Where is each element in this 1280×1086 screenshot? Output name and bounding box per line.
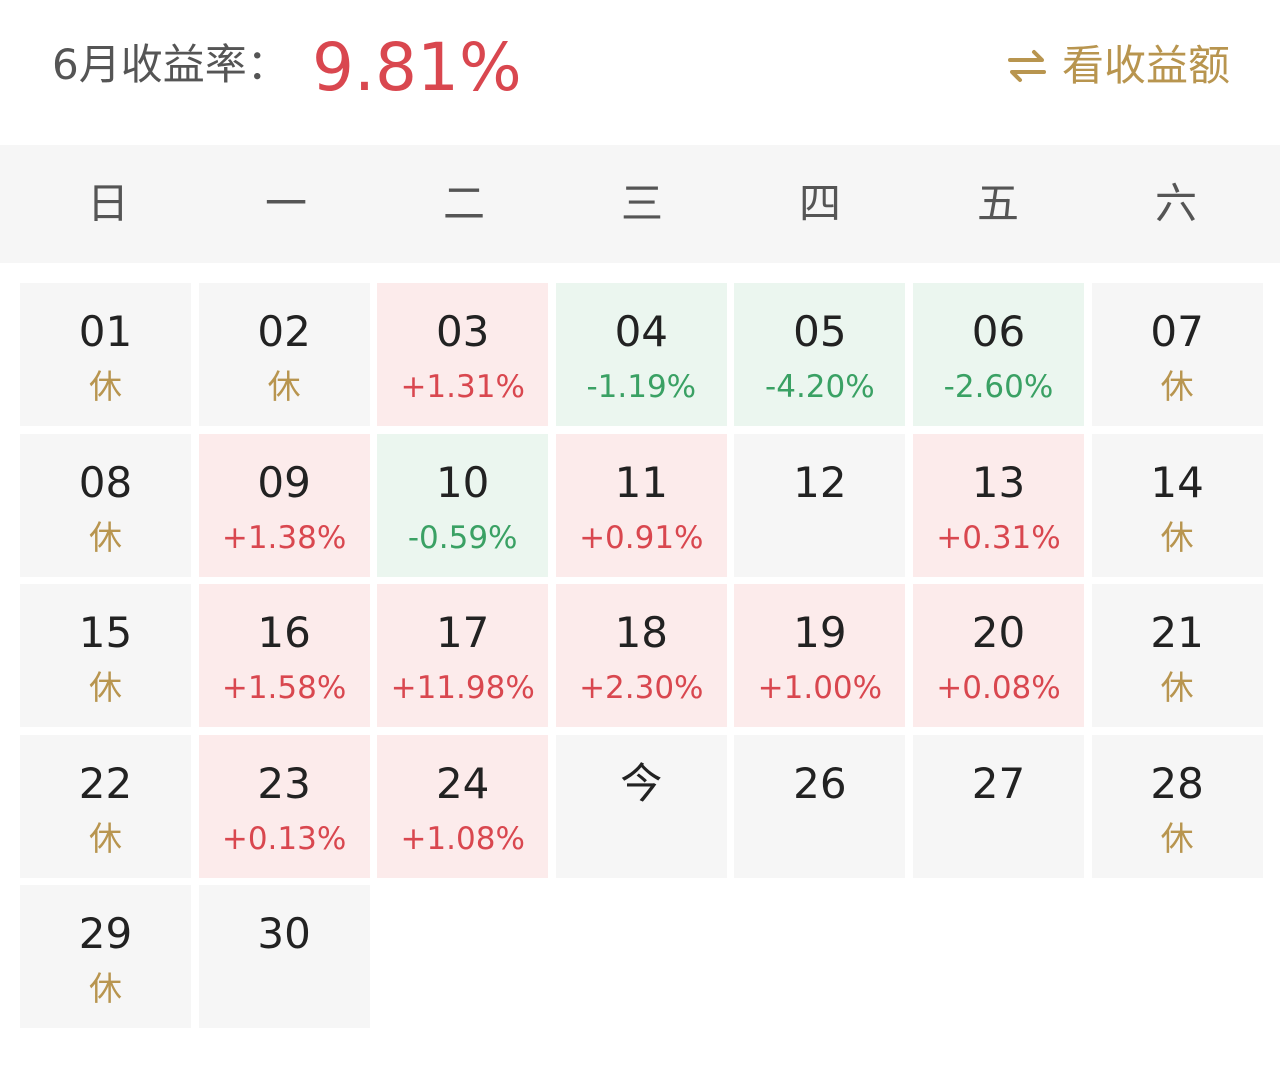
- day-number: 24: [435, 758, 490, 808]
- calendar-day-cell[interactable]: 30: [198, 885, 370, 1028]
- day-number: 23: [257, 758, 311, 808]
- calendar-day-cell[interactable]: 05 -4.20%: [734, 283, 906, 426]
- calendar-day-cell[interactable]: 04 -1.19%: [555, 283, 727, 426]
- calendar-day-cell[interactable]: 16 +1.58%: [198, 584, 370, 727]
- day-number: 09: [257, 457, 311, 507]
- day-number: 15: [78, 608, 133, 657]
- calendar-day-cell[interactable]: 11 +0.91%: [555, 433, 727, 577]
- swap-arrows-icon: [1006, 46, 1048, 86]
- weekday-label: 四: [798, 179, 841, 228]
- rest-day-label: 休: [89, 969, 122, 1008]
- toggle-label: 看收益额: [1061, 41, 1230, 90]
- rest-day-label: 休: [1160, 367, 1194, 406]
- day-number: 20: [971, 608, 1026, 657]
- daily-return-value: +1.58%: [221, 670, 347, 706]
- daily-return-value: +1.08%: [400, 820, 525, 857]
- calendar-day-cell[interactable]: 03 +1.31%: [377, 283, 549, 426]
- day-number: 02: [257, 307, 311, 356]
- calendar-day-cell[interactable]: 今: [555, 734, 727, 878]
- calendar-day-cell[interactable]: 20 +0.08%: [913, 584, 1084, 727]
- calendar-day-cell[interactable]: 21 休: [1091, 584, 1263, 727]
- rest-day-label: 休: [1160, 668, 1194, 707]
- calendar-day-cell[interactable]: 07 休: [1091, 283, 1263, 426]
- day-number: 28: [1150, 758, 1204, 808]
- rest-day-label: 休: [1160, 517, 1194, 557]
- calendar-day-cell[interactable]: 24 +1.08%: [377, 734, 549, 878]
- day-number: 12: [793, 457, 847, 507]
- day-number: 17: [435, 608, 490, 657]
- day-number: 05: [793, 307, 847, 356]
- rest-day-label: 休: [1160, 818, 1194, 858]
- calendar-day-cell[interactable]: 19 +1.00%: [734, 584, 906, 727]
- weekday-label: 六: [1154, 179, 1197, 228]
- rest-day-label: 休: [89, 517, 122, 557]
- calendar-day-cell[interactable]: 02 休: [198, 283, 370, 426]
- day-number: 22: [78, 758, 133, 808]
- day-number: 30: [257, 909, 311, 958]
- day-number: 06: [971, 307, 1026, 356]
- calendar-day-cell[interactable]: 22 休: [20, 734, 191, 878]
- weekday-label: 一: [264, 179, 307, 228]
- day-number: 29: [78, 909, 133, 958]
- month-return-label: 6月收益率：: [52, 40, 289, 89]
- calendar-day-cell[interactable]: 14 休: [1091, 433, 1263, 577]
- day-number: 11: [614, 457, 669, 507]
- calendar-day-cell[interactable]: 15 休: [20, 584, 191, 727]
- daily-return-value: +1.00%: [757, 670, 883, 706]
- rest-day-label: 休: [89, 668, 122, 707]
- day-number: 07: [1150, 307, 1204, 356]
- calendar-day-cell[interactable]: 01 休: [20, 283, 191, 426]
- calendar-day-cell[interactable]: 28 休: [1091, 734, 1263, 878]
- day-number: 08: [78, 457, 133, 507]
- rest-day-label: 休: [267, 367, 301, 406]
- calendar-day-cell[interactable]: 27: [913, 734, 1084, 878]
- daily-return-value: -1.19%: [586, 369, 697, 405]
- day-number: 27: [971, 758, 1026, 808]
- calendar-day-cell[interactable]: 06 -2.60%: [913, 283, 1084, 426]
- daily-return-value: +1.38%: [221, 519, 347, 556]
- calendar-day-cell[interactable]: 29 休: [20, 885, 191, 1028]
- calendar-day-cell[interactable]: 26: [734, 734, 906, 878]
- day-number: 04: [614, 307, 669, 356]
- daily-return-value: +11.98%: [390, 670, 535, 706]
- month-return-value: 9.81%: [312, 29, 522, 106]
- daily-return-value: +0.13%: [221, 820, 347, 857]
- rest-day-label: 休: [89, 818, 122, 858]
- daily-return-value: -4.20%: [765, 369, 875, 405]
- summary-header: 6月收益率： 9.81% 看收益额: [0, 0, 1280, 140]
- daily-return-value: +0.91%: [579, 519, 704, 556]
- daily-return-value: -0.59%: [407, 519, 518, 556]
- daily-return-value: +2.30%: [579, 670, 704, 706]
- day-number: 18: [614, 608, 669, 657]
- rest-day-label: 休: [89, 367, 122, 406]
- weekday-label: 五: [976, 179, 1019, 228]
- day-number: 14: [1150, 457, 1204, 507]
- daily-return-value: +0.31%: [936, 519, 1061, 556]
- calendar-day-cell[interactable]: 18 +2.30%: [555, 584, 727, 727]
- weekday-header-row: 日一二三四五六: [0, 145, 1280, 263]
- day-number: 16: [257, 608, 311, 657]
- daily-return-value: -2.60%: [943, 369, 1054, 405]
- day-number: 19: [793, 608, 847, 657]
- day-number: 26: [793, 758, 847, 808]
- calendar-day-cell[interactable]: 23 +0.13%: [198, 734, 370, 878]
- weekday-label: 三: [620, 179, 663, 228]
- weekday-label: 日: [86, 179, 129, 228]
- day-number: 21: [1150, 608, 1204, 657]
- day-number: 01: [78, 307, 133, 356]
- day-number: 03: [435, 307, 490, 356]
- calendar-day-cell[interactable]: 17 +11.98%: [377, 584, 549, 727]
- toggle-return-amount-button[interactable]: 看收益额: [1006, 36, 1230, 96]
- calendar-day-cell[interactable]: 10 -0.59%: [377, 433, 549, 577]
- calendar-day-cell[interactable]: 13 +0.31%: [913, 433, 1084, 577]
- day-number: 13: [971, 457, 1026, 507]
- daily-return-value: +0.08%: [936, 670, 1061, 706]
- calendar-day-cell[interactable]: 12: [734, 433, 906, 577]
- calendar-day-cell[interactable]: 08 休: [20, 433, 191, 577]
- day-number: 10: [435, 457, 490, 507]
- daily-return-value: +1.31%: [400, 369, 525, 405]
- weekday-label: 二: [442, 179, 485, 228]
- calendar-day-cell[interactable]: 09 +1.38%: [198, 433, 370, 577]
- day-number: 今: [620, 758, 663, 808]
